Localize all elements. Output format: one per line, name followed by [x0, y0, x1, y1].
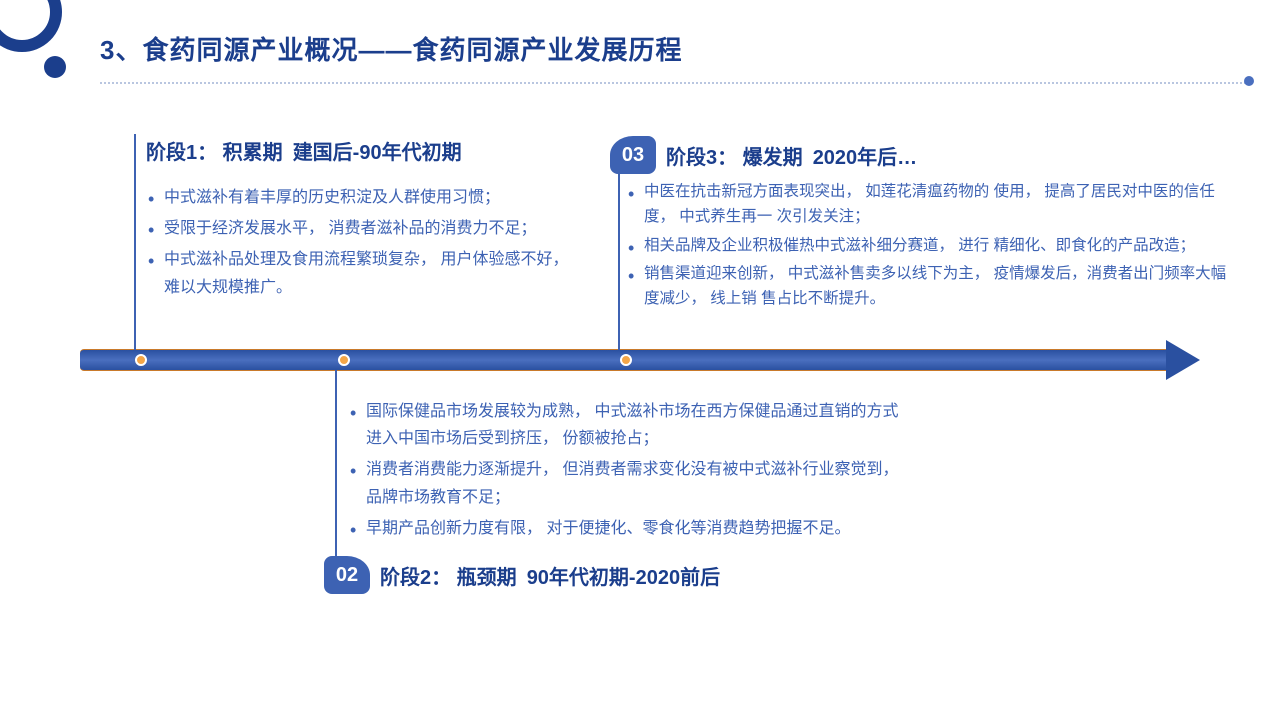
phase3-period: 2020年后… — [813, 141, 918, 170]
phase2-badge: 02 — [324, 556, 370, 594]
phase2-title: 阶段2： 瓶颈期 — [380, 561, 517, 590]
timeline-node-1 — [135, 354, 147, 366]
phase3-bullets: 中医在抗击新冠方面表现突出， 如莲花清瘟药物的 使用， 提高了居民对中医的信任度… — [628, 180, 1228, 316]
phase1-period: 建国后-90年代初期 — [293, 136, 462, 165]
page-title: 3、食药同源产业概况——食药同源产业发展历程 — [100, 30, 682, 67]
phase2-period: 90年代初期-2020前后 — [527, 561, 720, 590]
corner-ring-icon — [0, 0, 62, 52]
timeline-node-3 — [620, 354, 632, 366]
list-item: 消费者消费能力逐渐提升， 但消费者需求变化没有被中式滋补行业察觉到， 品牌市场教… — [350, 456, 1050, 510]
list-item: 中式滋补品处理及食用流程繁琐复杂， 用户体验感不好， 难以大规模推广。 — [148, 246, 578, 300]
list-item: 受限于经济发展水平， 消费者滋补品的消费力不足； — [148, 215, 578, 242]
list-item: 国际保健品市场发展较为成熟， 中式滋补市场在西方保健品通过直销的方式 进入中国市… — [350, 398, 1050, 452]
phase1-bullets: 中式滋补有着丰厚的历史积淀及人群使用习惯； 受限于经济发展水平， 消费者滋补品的… — [148, 184, 578, 305]
corner-dot-icon — [44, 56, 66, 78]
list-item: 中医在抗击新冠方面表现突出， 如莲花清瘟药物的 使用， 提高了居民对中医的信任度… — [628, 180, 1228, 230]
timeline-node-2 — [338, 354, 350, 366]
title-divider-endcap — [1244, 76, 1254, 86]
phase1-title: 阶段1： 积累期 — [146, 136, 283, 165]
phase3-badge: 03 — [610, 136, 656, 174]
timeline-arrow-body — [80, 349, 1166, 371]
list-item: 相关品牌及企业积极催热中式滋补细分赛道， 进行 精细化、即食化的产品改造； — [628, 234, 1228, 259]
list-item: 销售渠道迎来创新， 中式滋补售卖多以线下为主， 疫情爆发后，消费者出门频率大幅度… — [628, 262, 1228, 312]
list-item: 早期产品创新力度有限， 对于便捷化、零食化等消费趋势把握不足。 — [350, 515, 1050, 542]
phase3-title: 阶段3： 爆发期 — [666, 141, 803, 170]
phase3-heading: 03 阶段3： 爆发期 2020年后… — [610, 136, 917, 174]
timeline-arrow-head — [1166, 340, 1200, 380]
phase2-bullets: 国际保健品市场发展较为成熟， 中式滋补市场在西方保健品通过直销的方式 进入中国市… — [350, 398, 1050, 546]
phase1-heading: 阶段1： 积累期 建国后-90年代初期 — [146, 136, 462, 165]
phase1-stem — [134, 134, 136, 350]
list-item: 中式滋补有着丰厚的历史积淀及人群使用习惯； — [148, 184, 578, 211]
title-divider — [100, 82, 1250, 84]
phase2-heading: 02 阶段2： 瓶颈期 90年代初期-2020前后 — [324, 556, 720, 594]
phase3-stem — [618, 162, 620, 350]
timeline-arrow — [80, 345, 1200, 375]
